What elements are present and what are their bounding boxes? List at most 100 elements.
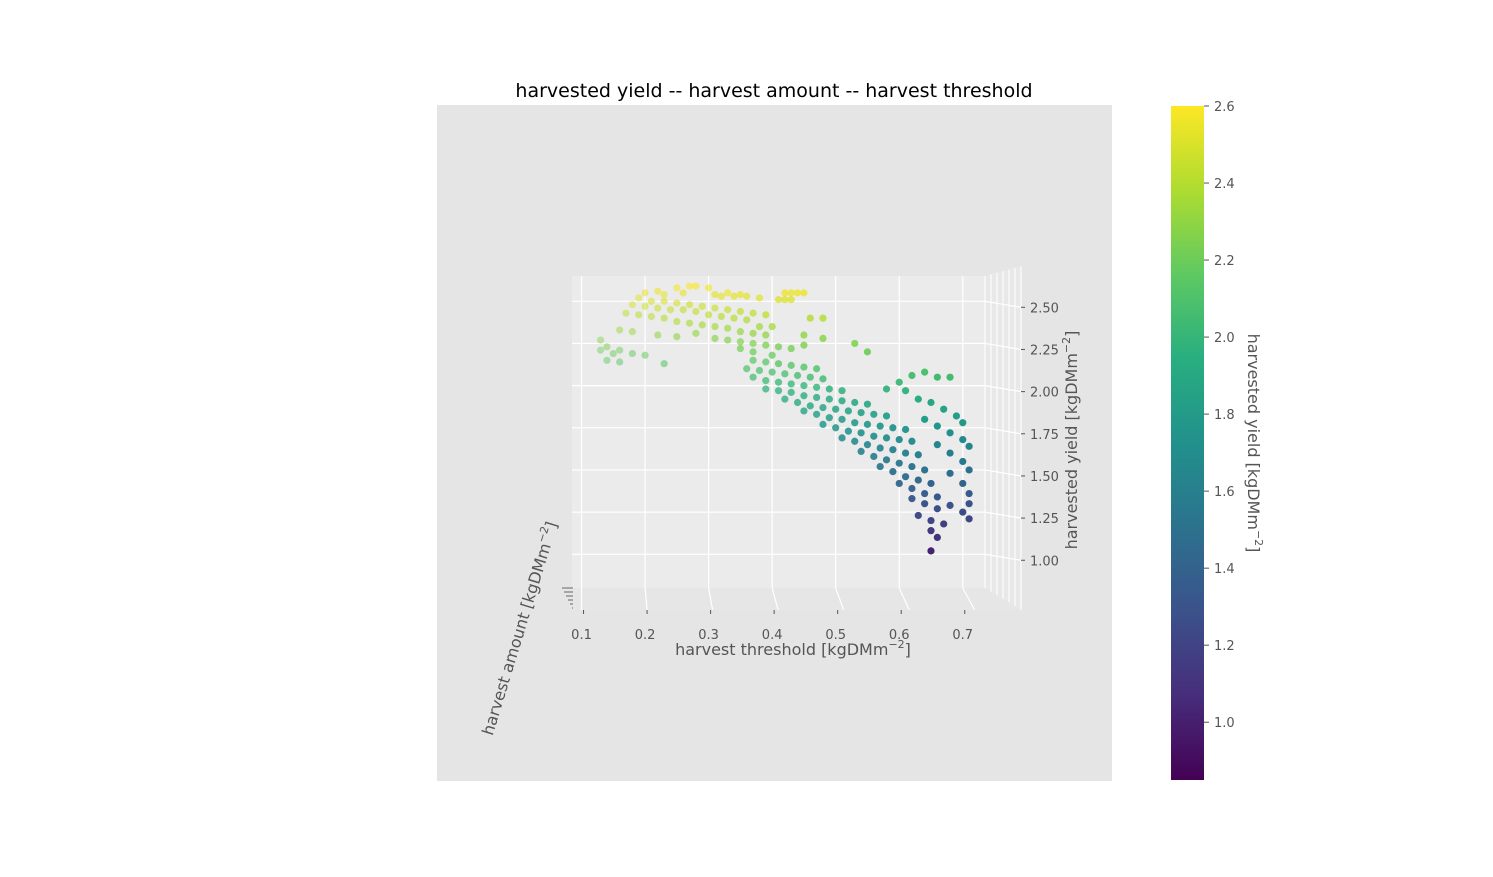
colorbar-label-end: ] bbox=[1244, 546, 1263, 552]
scatter-point bbox=[959, 457, 967, 466]
scatter-point bbox=[933, 505, 941, 513]
scatter-point bbox=[774, 387, 783, 395]
scatter-point bbox=[673, 317, 681, 326]
scatter-point bbox=[743, 316, 751, 324]
scatter-point bbox=[901, 473, 910, 481]
scatter-point bbox=[800, 382, 808, 390]
x-floor-gridline bbox=[898, 587, 910, 611]
scatter-point bbox=[800, 392, 808, 400]
scatter-point bbox=[889, 446, 897, 454]
scatter-point bbox=[908, 371, 916, 380]
scatter-point bbox=[616, 358, 624, 366]
scatter-point bbox=[724, 306, 732, 314]
scatter-point bbox=[673, 333, 681, 341]
scatter-point bbox=[596, 336, 605, 344]
scatter-point bbox=[679, 306, 687, 314]
scatter-point bbox=[755, 366, 764, 375]
scatter-point bbox=[787, 361, 795, 369]
scatter-point bbox=[787, 296, 795, 304]
scatter-point bbox=[781, 370, 789, 378]
scatter-point bbox=[882, 456, 891, 464]
scatter-point bbox=[965, 466, 973, 474]
scatter-point bbox=[863, 348, 872, 356]
scatter-point bbox=[736, 290, 744, 299]
x-floor-gridline bbox=[771, 587, 779, 611]
scatter-point bbox=[952, 412, 961, 420]
chart-title: harvested yield -- harvest amount -- har… bbox=[515, 80, 1032, 102]
scatter-point bbox=[647, 312, 656, 321]
scatter-point bbox=[736, 328, 744, 336]
scatter-point bbox=[781, 289, 789, 297]
scatter-point bbox=[825, 385, 833, 393]
colorbar-ticks: 1.0 1.2 1.4 1.6 1.8 2.0 2.2 2.4 2.6 bbox=[1204, 100, 1235, 731]
scatter-point bbox=[851, 398, 859, 407]
scatter-point bbox=[921, 368, 929, 376]
x-tick-label: 0.1 bbox=[571, 628, 592, 643]
scatter-point bbox=[768, 322, 776, 331]
scatter-point bbox=[603, 343, 611, 351]
scatter-point bbox=[895, 479, 903, 488]
scatter-point bbox=[832, 424, 840, 432]
scatter-point bbox=[844, 407, 852, 415]
tick-labels: 0.1 0.2 0.3 0.4 0.5 0.6 0.7 1.00 1.25 1.50 1.75 2.0… bbox=[562, 301, 1059, 643]
z-tick-label: 2.00 bbox=[1030, 386, 1059, 401]
scatter-point bbox=[762, 341, 770, 349]
scatter-point bbox=[857, 429, 865, 437]
scatter-point bbox=[660, 290, 668, 299]
scatter-point bbox=[692, 329, 700, 337]
scatter-point bbox=[787, 344, 795, 353]
scatter-point bbox=[705, 284, 713, 292]
scatter-point bbox=[724, 324, 732, 332]
z-tick-label: 2.25 bbox=[1030, 343, 1059, 358]
scatter-point bbox=[768, 368, 776, 376]
scatter-point bbox=[654, 304, 662, 312]
scatter-point bbox=[863, 400, 872, 408]
scatter-point bbox=[895, 435, 903, 444]
scatter-point bbox=[749, 339, 757, 348]
x-axis-label: harvest threshold [kgDMm−2] bbox=[675, 638, 911, 659]
scatter-point bbox=[774, 343, 783, 351]
scatter-point bbox=[876, 422, 884, 430]
scatter-point bbox=[863, 441, 872, 449]
grid-lines bbox=[572, 266, 1022, 611]
scatter-point bbox=[933, 373, 941, 381]
scatter-point bbox=[787, 380, 795, 388]
scatter-point bbox=[762, 358, 770, 366]
scatter-point bbox=[863, 420, 872, 429]
scatter-point bbox=[914, 476, 922, 484]
scatter-point bbox=[800, 331, 808, 339]
scatter-point bbox=[641, 302, 649, 310]
y-axis-label-exponent: −2 bbox=[535, 525, 552, 544]
scatter-point bbox=[921, 466, 929, 474]
scatter-point bbox=[921, 489, 929, 498]
scatter-point bbox=[882, 434, 891, 442]
y-axis-label-end: ] bbox=[541, 519, 561, 531]
scatter-point bbox=[724, 336, 732, 344]
scatter-point bbox=[914, 451, 922, 459]
scatter-point bbox=[965, 442, 973, 450]
z-axis-label-end: ] bbox=[1062, 331, 1081, 337]
scatter-point bbox=[940, 405, 948, 413]
floor-pane bbox=[572, 588, 1021, 610]
scatter-point bbox=[698, 321, 706, 329]
scatter-point bbox=[711, 334, 719, 342]
scatter-point bbox=[730, 314, 738, 322]
x-axis-label-end: ] bbox=[905, 640, 911, 659]
scatter-point bbox=[647, 297, 656, 305]
scatter-point bbox=[603, 356, 611, 364]
colorbar-tick-label: 2.2 bbox=[1214, 254, 1235, 269]
colorbar-tick-label: 1.4 bbox=[1214, 562, 1235, 577]
scatter-point bbox=[927, 516, 935, 525]
scatter-point bbox=[838, 387, 846, 395]
scatter-point bbox=[844, 427, 852, 435]
scatter-point bbox=[793, 289, 802, 297]
scatter-point bbox=[946, 501, 954, 509]
scatter-point bbox=[946, 373, 954, 381]
scatter-point bbox=[825, 395, 833, 403]
scatter-point bbox=[838, 415, 846, 423]
scatter-point bbox=[749, 373, 757, 381]
scatter-point bbox=[793, 371, 802, 380]
scatter-point bbox=[692, 282, 700, 290]
scatter-point bbox=[933, 441, 941, 449]
scatter-point bbox=[819, 375, 827, 383]
